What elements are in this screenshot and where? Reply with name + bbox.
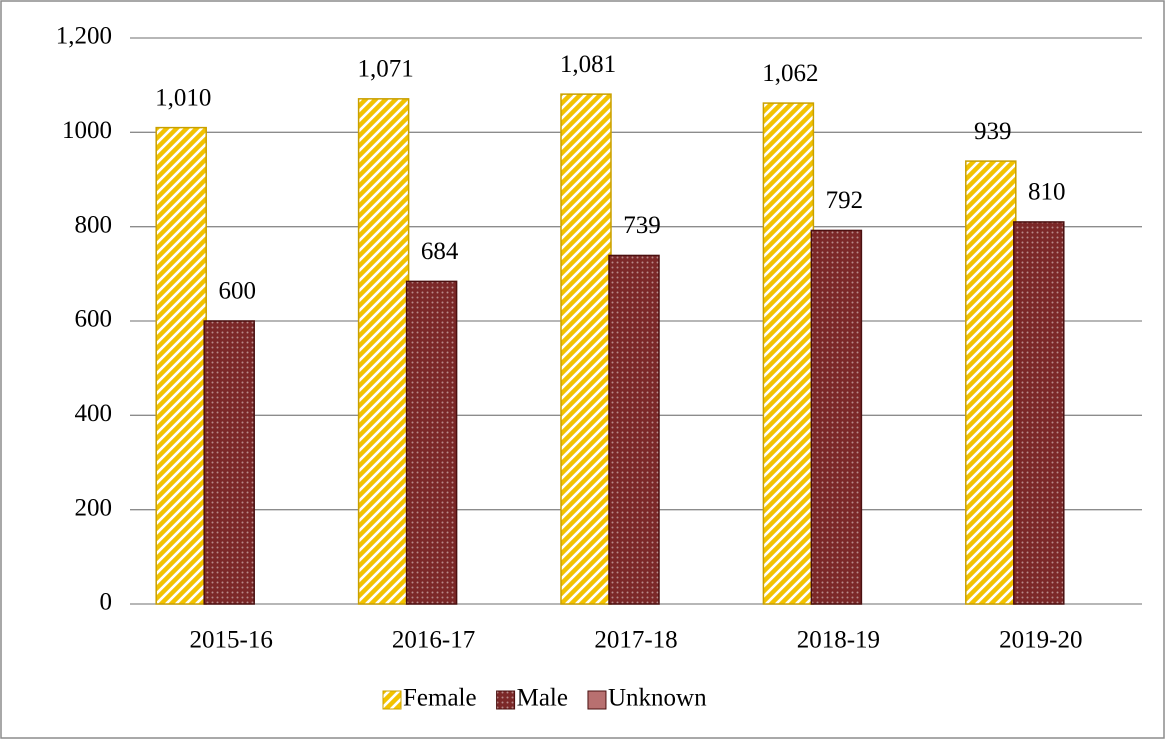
y-tick-label: 600 <box>75 306 113 333</box>
data-label: 684 <box>421 238 459 265</box>
y-tick-label: 1000 <box>62 117 112 144</box>
x-tick-label: 2016-17 <box>392 627 475 654</box>
y-tick-label: 1,200 <box>56 23 112 50</box>
bar <box>762 102 815 605</box>
x-tick-label: 2018-19 <box>797 627 880 654</box>
bar <box>357 98 410 605</box>
bar <box>155 126 207 605</box>
bar <box>560 93 612 605</box>
y-tick-label: 0 <box>100 589 113 616</box>
bar <box>608 254 660 605</box>
bar <box>203 320 255 605</box>
x-tick-label: 2015-16 <box>190 627 273 654</box>
legend-swatch <box>382 690 402 710</box>
data-label: 1,010 <box>155 84 211 111</box>
bar <box>965 160 1017 605</box>
legend-label: Female <box>403 685 477 712</box>
data-label: 739 <box>623 212 661 239</box>
data-label: 1,081 <box>560 51 616 78</box>
data-label: 1,062 <box>762 60 818 87</box>
bar <box>810 229 863 605</box>
data-label: 810 <box>1028 179 1066 206</box>
y-tick-label: 400 <box>75 400 113 427</box>
bar <box>405 280 458 605</box>
data-label: 600 <box>218 278 256 305</box>
x-tick-label: 2017-18 <box>594 627 677 654</box>
bar <box>1013 221 1065 605</box>
data-label: 939 <box>974 118 1012 145</box>
y-tick-label: 800 <box>75 211 113 238</box>
data-label: 792 <box>826 187 864 214</box>
data-label: 1,071 <box>357 56 413 83</box>
legend-label: Unknown <box>608 685 707 712</box>
legend-swatch <box>496 690 516 710</box>
legend-swatch <box>587 690 607 710</box>
y-tick-label: 200 <box>75 494 113 521</box>
legend-label: Male <box>517 685 568 712</box>
x-tick-label: 2019-20 <box>999 627 1082 654</box>
